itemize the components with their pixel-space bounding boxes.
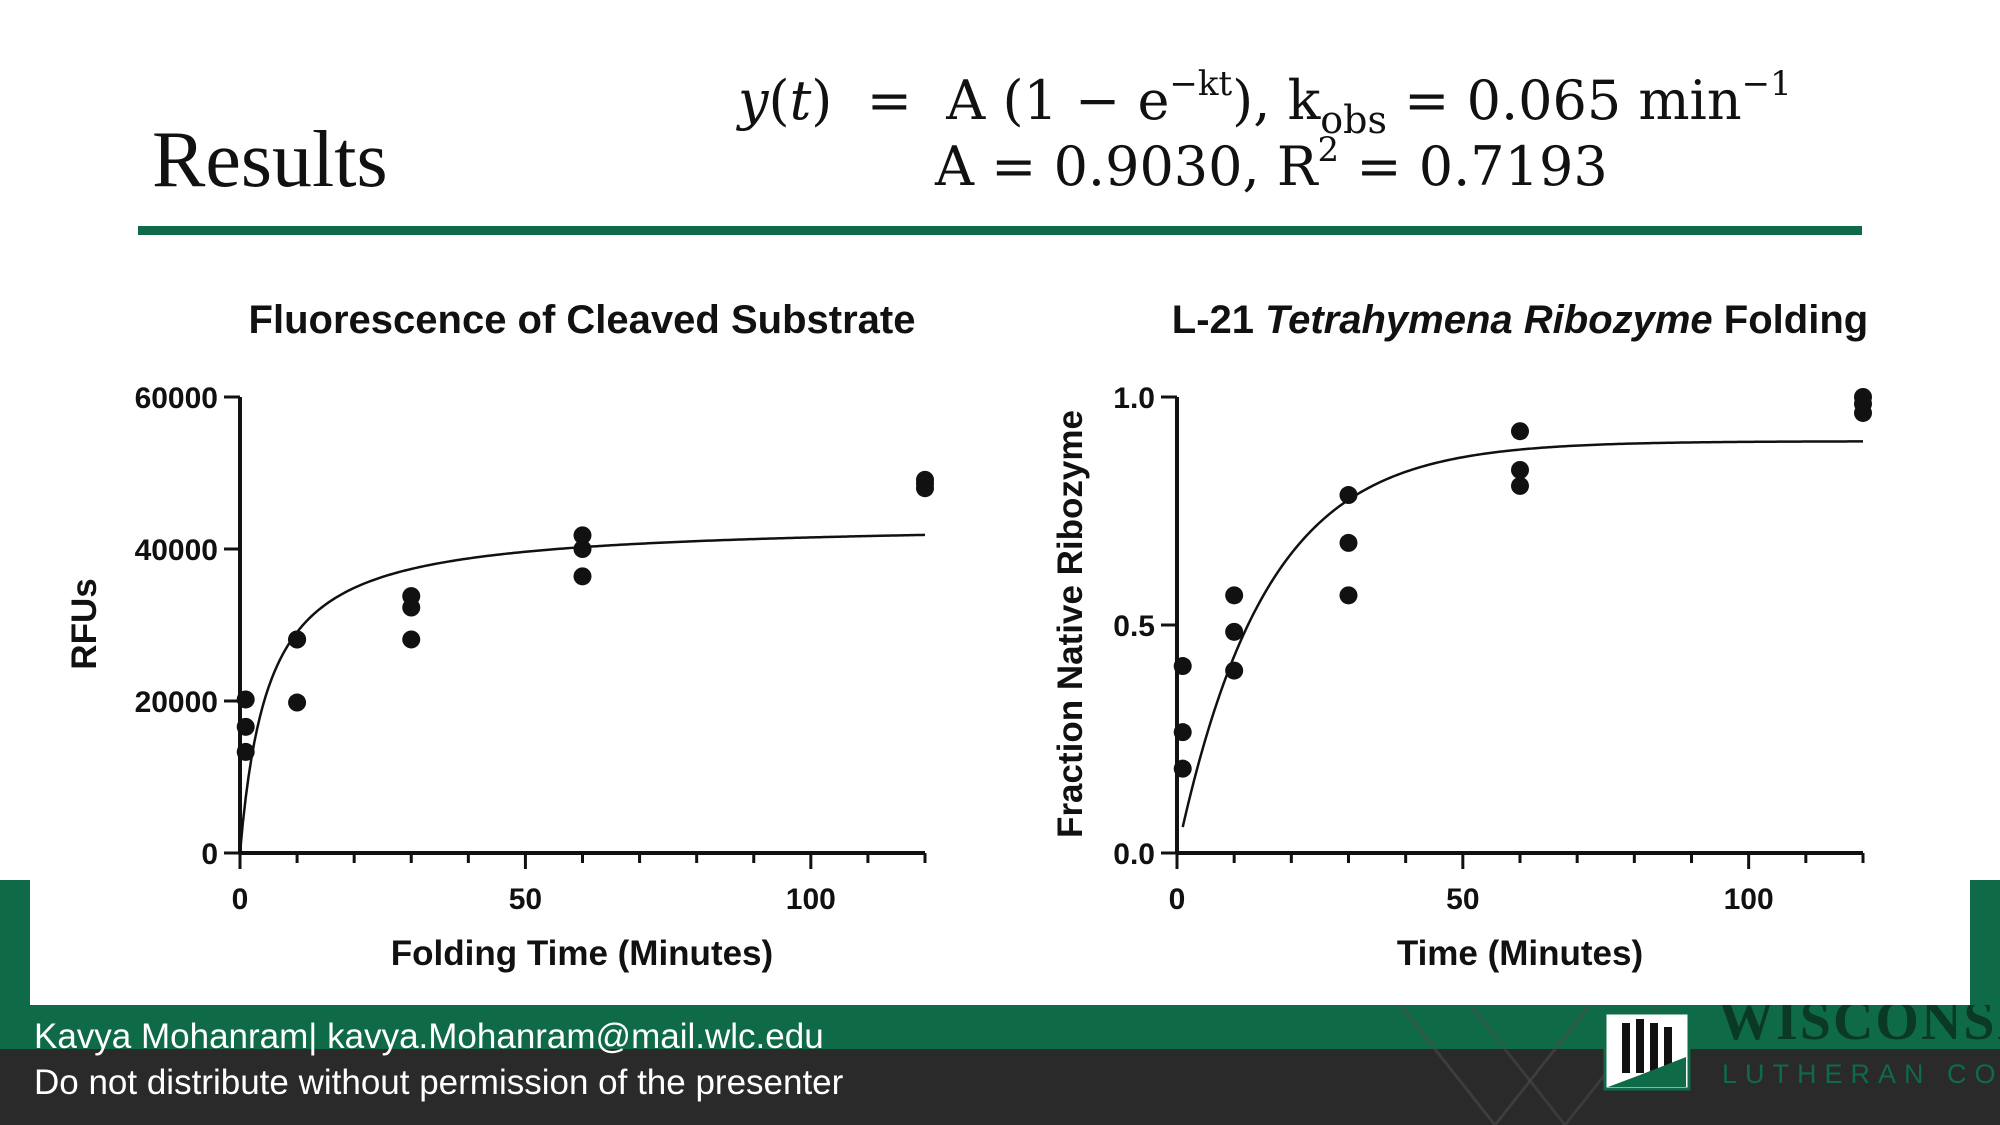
chart-1-y-tick-label: 0 [201, 838, 218, 871]
college-logo: WISCONSIN LUTHERAN COLLEGE [1400, 1005, 2000, 1125]
eq-exponent: −kt [1169, 64, 1233, 104]
chart-1-x-tick-label: 50 [509, 883, 542, 916]
chart-2-data-point [1511, 460, 1529, 479]
footer-green-left [0, 880, 30, 1007]
chart-2-data-point [1511, 422, 1529, 441]
chart-1-data-point [288, 630, 307, 649]
eq-model: A (1 − e [946, 69, 1170, 132]
chart-1-data-point [402, 630, 421, 649]
chart-2-data-point [1339, 586, 1358, 605]
chart-2-x-tick-label: 100 [1724, 883, 1774, 916]
title-rule [138, 226, 1862, 235]
chart-2-data-point [1854, 403, 1872, 422]
chart-1-data-point [916, 479, 934, 498]
chart-2-title-part-3: Folding [1713, 298, 1869, 342]
chart-2-xlabel: Time (Minutes) [1397, 934, 1643, 973]
chart-1-y-tick-label: 60000 [135, 382, 218, 415]
eq-y: y [738, 69, 769, 132]
chart-1-data-point [573, 540, 592, 558]
chart-1-title: Fluorescence of Cleaved Substrate [249, 298, 916, 342]
charts-svg: Fluorescence of Cleaved Substrate L-21 T… [65, 298, 1872, 973]
footer-green-right [1970, 880, 2000, 1007]
fit-equation-line-2: A = 0.9030, R2 = 0.7193 [935, 133, 1608, 194]
eq-r-value: = 0.7193 [1339, 135, 1608, 198]
chart-2-data-point [1225, 586, 1244, 605]
chart-2-data-point [1173, 657, 1192, 676]
chart-1-data-point [573, 567, 592, 586]
chart-1-data-point [236, 742, 255, 761]
footer-contact: Kavya Mohanram| kavya.Mohanram@mail.wlc.… [34, 1017, 824, 1056]
chart-1-data-point [288, 693, 307, 712]
chart-2-data-point [1173, 723, 1192, 742]
eq-a-value: A = 0.9030, R [935, 135, 1318, 198]
eq-r-exponent: 2 [1317, 130, 1340, 170]
chart-1-xlabel: Folding Time (Minutes) [391, 934, 773, 973]
chart-2-y-tick-label: 0.0 [1113, 838, 1155, 871]
chart-1-data-point [573, 526, 592, 545]
eq-model-close: ), k [1232, 69, 1321, 132]
chart-1-x-tick-label: 100 [786, 883, 836, 916]
chart-2-x-tick-label: 50 [1446, 883, 1479, 916]
slide-title: Results [152, 116, 388, 204]
chart-2-ylabel: Fraction Native Ribozyme [1051, 410, 1090, 838]
chart-2-data-point [1173, 759, 1192, 778]
chart-2-y-tick-label: 0.5 [1113, 610, 1155, 643]
chart-2-data-point [1511, 476, 1529, 495]
chart-2-title-part-1: L-21 [1172, 298, 1265, 342]
eq-k-subscript: obs [1320, 98, 1388, 142]
footer-disclaimer: Do not distribute without permission of … [34, 1063, 844, 1102]
eq-unit-exponent: −1 [1741, 64, 1792, 104]
chart-1-ylabel: RFUs [65, 578, 104, 669]
chart-1-data-point [402, 598, 421, 617]
chart-2-data-point [1339, 486, 1358, 505]
eq-k-value: = 0.065 min [1387, 69, 1742, 132]
chart-1-data-point [236, 717, 255, 736]
chart-2-title: L-21 Tetrahymena Ribozyme Folding [1172, 298, 1868, 342]
chart-2-data-point [1225, 622, 1244, 641]
chart-2-x-tick-label: 0 [1169, 883, 1186, 916]
chart-2-data-point [1339, 533, 1358, 552]
chart-2-title-part-2: Tetrahymena Ribozyme [1265, 298, 1713, 342]
chart-1-y-tick-label: 20000 [135, 686, 218, 719]
eq-t: t [789, 69, 812, 132]
chart-2-fit-curve [1181, 440, 1864, 828]
chart-2-y-tick-label: 1.0 [1113, 382, 1155, 415]
chart-1-data-point [236, 690, 255, 709]
logo-text-bottom: LUTHERAN COLLEGE [1722, 1059, 2000, 1089]
logo-text-top: WISCONSIN [1718, 1005, 2000, 1052]
chart-1-x-tick-label: 0 [232, 883, 249, 916]
chart-2-data-point [1225, 661, 1244, 680]
fit-equation-line-1: y(t) = A (1 − e−kt), kobs = 0.065 min−1 [738, 64, 1792, 142]
chart-1-y-tick-label: 40000 [135, 534, 218, 567]
